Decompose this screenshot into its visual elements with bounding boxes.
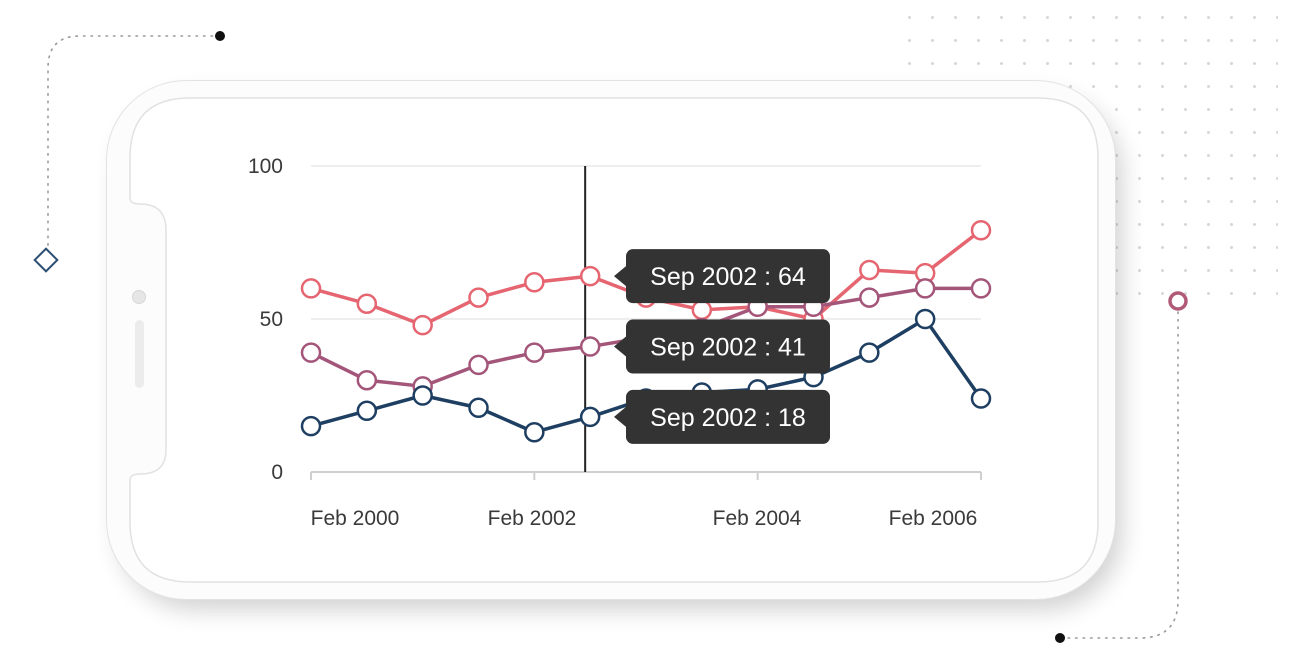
data-point-marker — [691, 299, 713, 321]
data-point-marker — [412, 385, 433, 406]
y-tick-label: 50 — [260, 308, 283, 331]
data-point-marker — [579, 406, 601, 428]
tooltip-box — [626, 319, 830, 374]
data-point-marker — [524, 272, 545, 293]
data-point-marker — [300, 278, 322, 299]
data-point-marker — [970, 388, 992, 409]
data-point-marker — [468, 354, 489, 376]
axes: 0 50 100 Feb 2000 Feb 2002 Feb 2004 Feb 2006 — [248, 155, 982, 530]
y-tick-label: 100 — [248, 155, 283, 178]
y-tick-label: 0 — [271, 461, 283, 484]
x-tick-label: Feb 2000 — [311, 507, 400, 530]
data-point-marker — [914, 308, 936, 330]
ring-icon — [1168, 291, 1188, 311]
data-point-marker — [914, 278, 936, 299]
tooltip: Sep 2002 : 64 — [614, 249, 830, 304]
x-tick-label: Feb 2006 — [889, 507, 978, 530]
data-point-marker — [300, 415, 322, 437]
phone-camera — [132, 290, 146, 304]
data-point-marker — [300, 342, 322, 363]
data-point-marker — [970, 220, 992, 241]
data-point-marker — [356, 369, 378, 391]
tooltip-box — [626, 249, 830, 304]
diamond-icon — [33, 247, 59, 273]
tooltip-text: Sep 2002 : 64 — [650, 263, 806, 291]
data-point-marker — [524, 342, 545, 363]
x-tick-label: Feb 2002 — [488, 507, 577, 530]
data-point-marker — [579, 265, 601, 287]
connector-dot-icon — [1055, 633, 1065, 643]
data-point-marker — [468, 287, 489, 308]
tooltip: Sep 2002 : 18 — [614, 389, 830, 444]
tooltip: Sep 2002 : 41 — [614, 319, 830, 374]
connector-dot-icon — [215, 31, 225, 41]
data-point-marker — [859, 287, 880, 308]
data-point-marker — [524, 421, 545, 443]
tooltip-pointer — [614, 406, 626, 427]
tooltip-box — [626, 389, 830, 444]
data-point-marker — [859, 259, 880, 281]
phone-speaker — [135, 320, 144, 388]
data-point-marker — [579, 336, 601, 357]
x-tick-label: Feb 2004 — [713, 507, 802, 530]
data-point-marker — [356, 400, 378, 422]
data-point-marker — [356, 293, 378, 314]
tooltip-pointer — [614, 266, 626, 287]
tooltip-pointer — [614, 336, 626, 357]
data-point-marker — [412, 314, 433, 336]
tooltip-text: Sep 2002 : 41 — [650, 334, 806, 362]
tooltips: Sep 2002 : 64 Sep 2002 : 41 Sep 2002 : 18 — [614, 249, 830, 444]
data-point-marker — [970, 278, 992, 299]
data-point-marker — [859, 342, 880, 363]
data-point-marker — [468, 397, 489, 418]
tooltip-text: Sep 2002 : 18 — [650, 404, 806, 432]
dotted-connector-left — [47, 35, 221, 249]
